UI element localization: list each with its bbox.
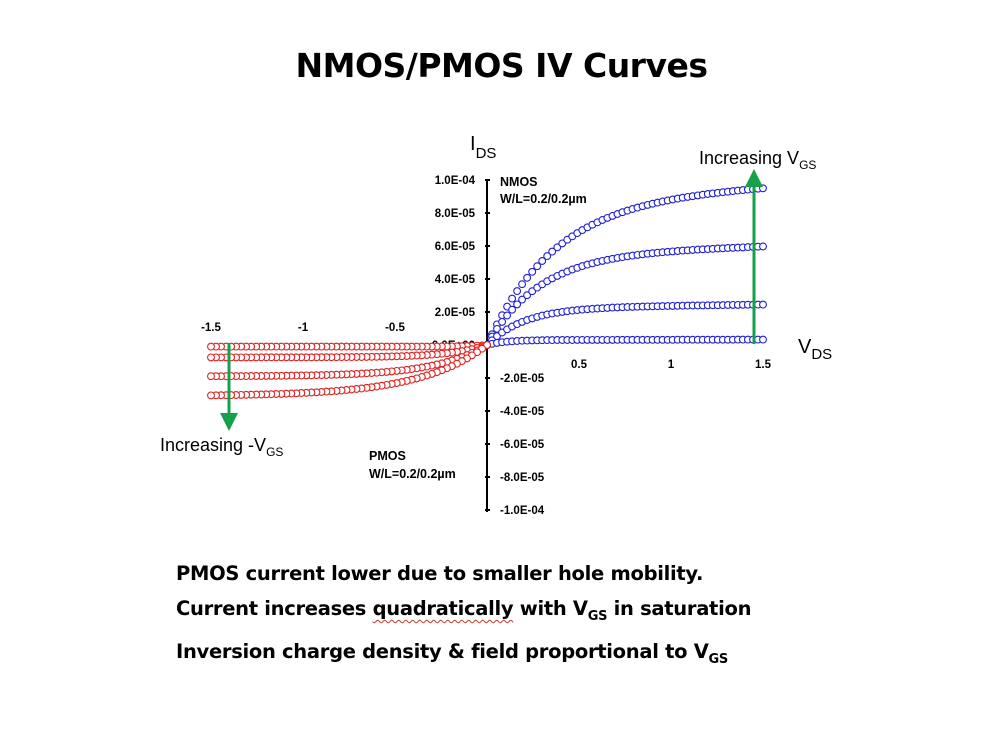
pmos-size-label: W/L=0.2/0.2µm [369,467,456,481]
data-point [523,273,532,282]
y-tick-label: -2.0E-05 [500,373,545,385]
data-point [513,287,522,296]
data-point [518,280,527,289]
data-point [207,342,215,351]
data-point [528,267,537,276]
data-point [759,300,767,309]
data-point [759,335,767,344]
x-tick-label: -1.5 [201,322,221,334]
increasing-neg-vgs-main: Increasing -V [160,435,266,455]
data-point [207,391,215,400]
x-tick-label: -0.5 [385,322,405,334]
y-tick-label: 2.0E-05 [435,307,476,319]
y-tick-label: 8.0E-05 [435,208,476,220]
data-point [543,252,552,261]
data-point [533,262,542,271]
series-nmos [483,242,767,349]
bullet-3-sub: GS [708,651,729,667]
data-point [498,317,507,326]
bullet-list: PMOS current lower due to smaller hole m… [176,556,751,677]
data-point [759,242,767,251]
bullet-3-text: Inversion charge density & field proport… [176,639,709,663]
y-axis-ticks: 1.0E-048.0E-056.0E-054.0E-052.0E-050.0E+… [432,175,545,517]
bullet-2-text-c: with V [513,597,588,620]
increasing-neg-vgs-label: Increasing -VGS [160,435,283,459]
increasing-vgs-label: Increasing VGS [699,148,816,172]
y-tick-label: -6.0E-05 [500,439,545,451]
bullet-2-text-d: in saturation [607,597,752,620]
bullet-line-1: PMOS current lower due to smaller hole m… [176,556,751,591]
x-tick-label: 0.5 [571,359,588,371]
nmos-label: NMOS [500,175,538,189]
increasing-vgs-sub: GS [799,158,816,172]
curves [207,184,767,400]
spellcheck-word: quadratically [372,597,514,620]
increasing-vgs-main: Increasing V [699,148,799,168]
x-axis-label: VDS [798,336,832,363]
bullet-line-2: Current increases quadratically with VGS… [176,591,751,634]
data-point [508,305,517,314]
data-point [548,247,557,256]
y-axis-label-main: I [470,133,476,155]
data-point [523,291,532,300]
series-pmos [207,341,491,351]
y-axis-label: IDS [470,133,496,162]
data-point [518,295,527,304]
slide-title: NMOS/PMOS IV Curves [295,46,709,85]
data-point [759,184,767,193]
x-tick-label: -1 [298,322,309,334]
bullet-1-text: PMOS current lower due to smaller hole m… [176,562,704,585]
series-pmos [207,341,491,400]
y-tick-label: 1.0E-04 [435,175,476,187]
iv-chart: 1.0E-048.0E-056.0E-054.0E-052.0E-050.0E+… [160,133,832,517]
x-tick-label: 1.5 [755,359,772,371]
bullet-2-text-a: Current increases [176,597,373,620]
bullet-2-sub: GS [587,608,608,624]
data-point [538,257,547,265]
y-tick-label: -4.0E-05 [500,406,545,418]
y-tick-label: 6.0E-05 [435,241,476,253]
y-tick-label: -8.0E-05 [500,472,545,484]
series-nmos [483,335,767,349]
y-tick-label: 4.0E-05 [435,274,476,286]
series-nmos [483,184,767,349]
data-point [508,294,517,303]
y-tick-label: -1.0E-04 [500,505,545,517]
y-axis-label-sub: DS [476,145,497,162]
x-axis-ticks: -1.5 -1 -0.5 0.5 1 1.5 [201,322,772,371]
bullet-line-3: Inversion charge density & field proport… [176,634,751,677]
data-point [207,372,215,381]
data-point [513,300,522,309]
nmos-size-label: W/L=0.2/0.2µm [500,192,587,206]
increasing-neg-vgs-sub: GS [266,445,283,459]
x-axis-label-sub: DS [811,346,832,363]
pmos-label: PMOS [369,449,406,463]
x-axis-label-main: V [798,336,812,358]
data-point [553,243,562,252]
data-point [207,353,215,362]
x-tick-label: 1 [668,359,675,371]
data-point [503,311,512,320]
